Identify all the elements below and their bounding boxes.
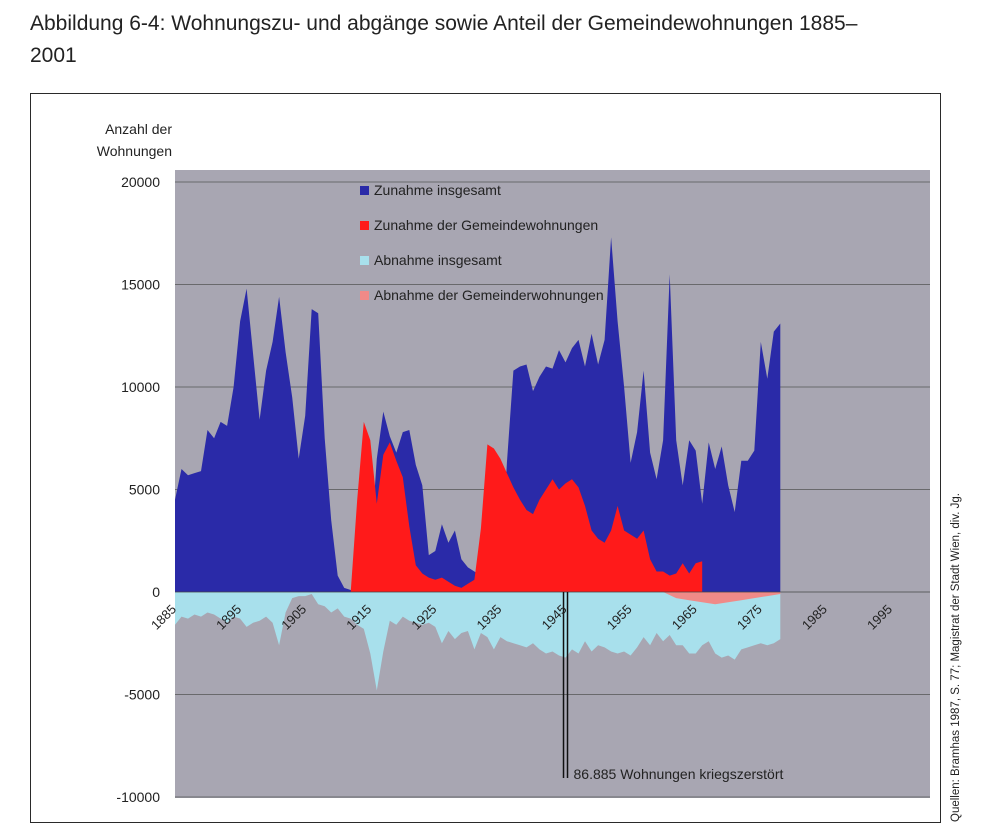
area-zunahme-insgesamt: [175, 237, 781, 593]
area-series: [175, 237, 930, 691]
y-tick-label: 0: [152, 584, 160, 600]
area-abnahme-der-gemeinderwohnungen: [663, 592, 781, 605]
page-title: Abbildung 6-4: Wohnungszu- und abgänge s…: [30, 12, 858, 67]
y-axis-label: Anzahl der Wohnungen: [96, 121, 172, 159]
y-tick-label: -10000: [116, 789, 160, 805]
legend-label: Zunahme der Gemeindewohnungen: [374, 217, 598, 233]
y-tick-label: 10000: [121, 379, 160, 395]
legend-swatch: [360, 256, 369, 265]
legend: Zunahme insgesamt Zunahme der Gemeindewoh…: [360, 182, 604, 303]
y-tick-label: 15000: [121, 277, 160, 293]
x-tick-label: 1885: [148, 602, 179, 633]
legend-swatch: [360, 221, 369, 230]
legend-label: Zunahme insgesamt: [374, 182, 501, 198]
legend-swatch: [360, 291, 369, 300]
area-abnahme-insgesamt: [175, 592, 781, 691]
legend-swatch: [360, 186, 369, 195]
annotations: 86.885 Wohnungen kriegszerstört: [562, 592, 784, 782]
y-tick-label: 20000: [121, 174, 160, 190]
y-tick-label: 5000: [129, 482, 160, 498]
legend-label: Abnahme der Gemeinderwohnungen: [374, 287, 604, 303]
y-tick-label: -5000: [124, 687, 160, 703]
legend-label: Abnahme insgesamt: [374, 252, 502, 268]
chart-frame: [30, 93, 941, 823]
y-tick-labels: 20000 15000 10000 5000 0 -5000 -10000: [116, 174, 160, 805]
annotation-label: 86.885 Wohnungen kriegszerstört: [574, 766, 784, 782]
area-zunahme-der-gemeindewohnungen: [337, 421, 703, 592]
